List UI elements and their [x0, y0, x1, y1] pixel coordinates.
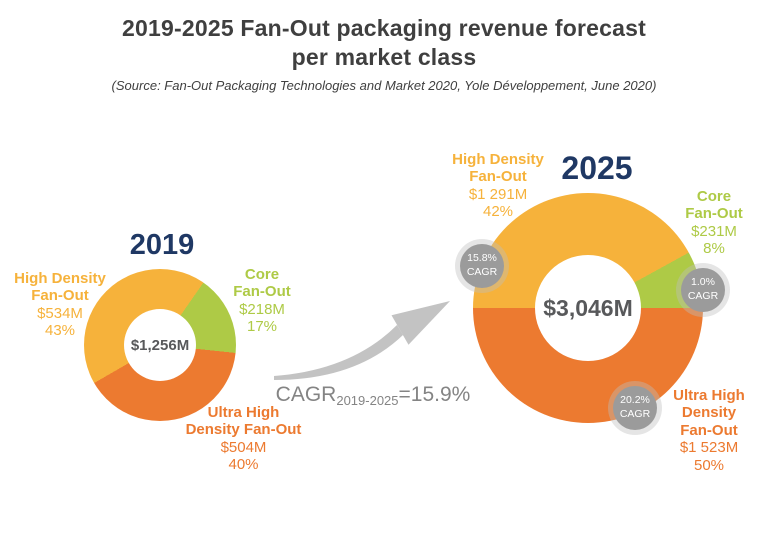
cagr-badge-word: CAGR: [687, 290, 719, 302]
segment-name: High Density Fan-Out: [452, 151, 544, 186]
segment-label-2025-high-density: High Density Fan-Out $1 291M 42%: [428, 151, 568, 221]
donut-2025-hole: $3,046M: [535, 255, 641, 361]
year-label-2025: 2025: [561, 150, 633, 186]
donut-2025-total: $3,046M: [543, 294, 633, 321]
segment-percent: 43%: [44, 322, 76, 340]
segment-value: $218M: [239, 300, 285, 318]
cagr-badge-percent: 15.8%: [467, 252, 497, 265]
segment-label-2019-high-density: High Density Fan-Out $534M 43%: [0, 270, 120, 340]
segment-label-2019-ultra-high-density: Ultra High Density Fan-Out $504M 40%: [166, 404, 321, 474]
chart-source: (Source: Fan-Out Packaging Technologies …: [111, 78, 657, 93]
chart-title: 2019-2025 Fan-Out packaging revenue fore…: [122, 15, 646, 71]
segment-percent: 42%: [482, 203, 514, 221]
segment-value: $534M: [37, 304, 83, 322]
cagr-annotation-subscript: 2019-2025: [336, 393, 399, 408]
cagr-badge-word: CAGR: [619, 408, 651, 420]
donut-2019: $1,256M: [84, 269, 236, 421]
growth-arrow-icon: [274, 301, 450, 380]
segment-name: Ultra High Density Fan-Out: [673, 387, 745, 439]
donut-2019-hole: $1,256M: [124, 309, 196, 381]
segment-label-2025-ultra-high-density: Ultra High Density Fan-Out $1 523M 50%: [648, 387, 768, 474]
segment-percent: 17%: [246, 318, 278, 336]
segment-name: Core Fan-Out: [233, 266, 291, 301]
segment-percent: 40%: [228, 456, 259, 474]
segment-value: $1 291M: [468, 185, 528, 203]
donut-2025: $3,046M: [473, 193, 703, 423]
segment-percent: 50%: [693, 456, 725, 474]
cagr-annotation-value: =15.9%: [398, 383, 471, 406]
cagr-badge-percent: 1.0%: [691, 276, 715, 289]
cagr-annotation: CAGR2019-2025=15.9%: [268, 383, 478, 408]
cagr-badge-core: 1.0% CAGR: [681, 268, 725, 312]
segment-value: $1 523M: [679, 439, 739, 457]
segment-percent: 8%: [703, 240, 725, 258]
cagr-badge-high-density: 15.8% CAGR: [460, 244, 504, 288]
segment-value: $231M: [691, 222, 737, 240]
cagr-annotation-label: CAGR: [275, 383, 337, 406]
segment-label-2019-core: Core Fan-Out $218M 17%: [210, 266, 314, 336]
segment-name: High Density Fan-Out: [14, 270, 106, 305]
cagr-badge-percent: 20.2%: [620, 394, 650, 407]
segment-name: Ultra High Density Fan-Out: [185, 404, 302, 439]
segment-name: Core Fan-Out: [685, 188, 743, 223]
segment-value: $504M: [220, 438, 267, 456]
cagr-badge-ultra-high-density: 20.2% CAGR: [613, 386, 657, 430]
donut-2019-total: $1,256M: [130, 336, 190, 354]
cagr-badge-word: CAGR: [466, 266, 498, 278]
year-label-2019: 2019: [129, 229, 195, 261]
segment-label-2025-core: Core Fan-Out $231M 8%: [660, 188, 768, 258]
